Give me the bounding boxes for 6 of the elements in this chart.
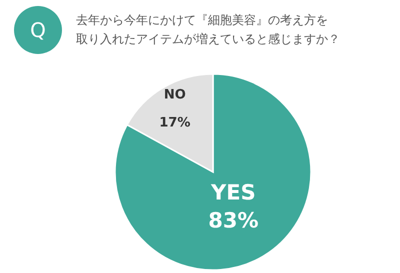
data-label: 83% xyxy=(208,208,258,232)
text: Q xyxy=(30,18,46,42)
slice-label: NO xyxy=(164,87,186,102)
data-label: 17% xyxy=(159,115,190,130)
chart-title: 去年から今年にかけて『細胞美容』の考え方を取り入れたアイテムが増えていると感じますか？ xyxy=(76,13,340,46)
slice-label: YES xyxy=(210,180,256,204)
